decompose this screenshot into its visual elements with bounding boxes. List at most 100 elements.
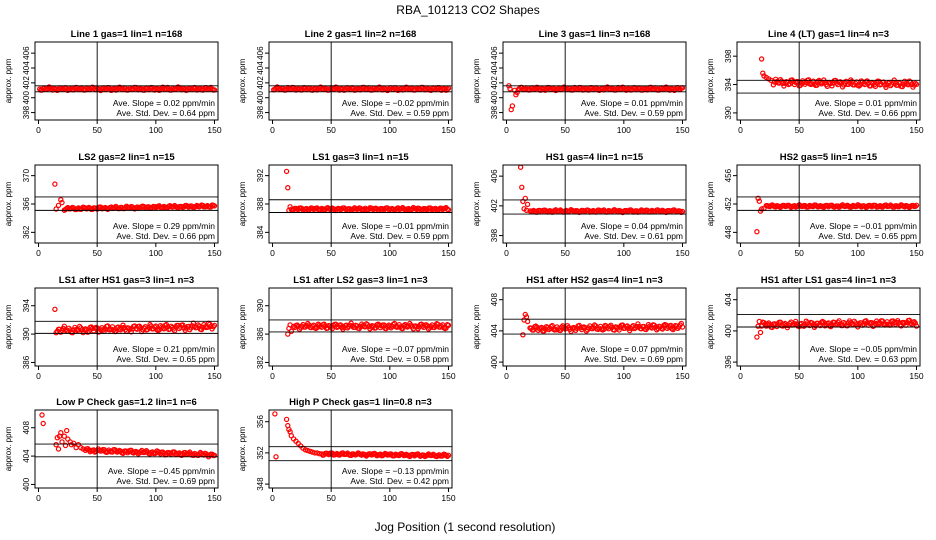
y-tick-label: 406 [256, 46, 265, 60]
x-tick-label: 0 [738, 371, 743, 381]
data-point [211, 452, 218, 459]
plot-frame [34, 409, 219, 489]
panel-11: HS1 after HS2 gas=4 lin=1 n=3 0 50 100 150 40… [472, 275, 690, 381]
data-point [758, 206, 765, 212]
y-tick-label: 408 [490, 292, 499, 306]
slope-annotation: Ave. Slope = −0.07 ppm/min [342, 344, 449, 354]
x-tick-label: 0 [36, 371, 41, 381]
data-point [897, 203, 903, 209]
y-tick-label: 362 [22, 225, 31, 239]
data-point [348, 320, 354, 326]
y-axis-label: approx. ppm [4, 181, 13, 226]
panel-6: LS1 gas=3 lin=1 n=15 0 50 100 150 384 388 392 ap… [238, 152, 456, 258]
data-point [58, 430, 64, 436]
y-tick-label: 404 [256, 61, 265, 75]
data-point [354, 451, 360, 457]
x-tick-label: 50 [326, 371, 336, 381]
x-tick-label: 50 [92, 248, 102, 258]
figure-title: RBA_101213 CO2 Shapes [396, 3, 539, 17]
x-tick-label: 50 [560, 371, 570, 381]
y-axis-label: approx. ppm [472, 304, 481, 349]
plot-frame [34, 41, 219, 121]
data-point [52, 181, 58, 187]
x-tick-label: 50 [92, 371, 102, 381]
plot-frame [268, 287, 453, 367]
y-tick-label: 390 [724, 106, 733, 120]
x-tick-label: 100 [149, 248, 163, 258]
panel-10: LS1 after LS2 gas=3 lin=1 n=3 0 50 100 150 38… [238, 275, 456, 381]
data-point [294, 322, 300, 328]
panel-title: Line 1 gas=1 lin=1 n=168 [71, 29, 183, 40]
data-point [59, 199, 65, 206]
x-tick-label: 100 [617, 371, 631, 381]
panel-title: LS2 gas=2 lin=1 n=15 [78, 152, 175, 163]
data-point [913, 323, 920, 329]
x-tick-label: 150 [207, 493, 221, 503]
data-point [519, 184, 525, 190]
data-point [288, 328, 294, 334]
data-point [764, 321, 771, 327]
y-tick-label: 386 [22, 355, 31, 369]
y-tick-label: 398 [724, 49, 733, 63]
x-tick-label: 150 [909, 125, 923, 135]
panel-title: LS1 gas=3 lin=1 n=15 [312, 152, 409, 163]
x-tick-label: 100 [617, 248, 631, 258]
std-dev-annotation: Ave. Std. Dev. = 0.69 ppm [116, 476, 215, 486]
panel-title: Line 3 gas=1 lin=3 n=168 [539, 29, 651, 40]
y-tick-label: 394 [22, 299, 31, 313]
data-point [507, 86, 513, 92]
x-tick-label: 50 [560, 248, 570, 258]
y-axis-label: approx. ppm [706, 304, 715, 349]
y-tick-label: 406 [22, 46, 31, 60]
y-tick-label: 400 [256, 90, 265, 104]
x-tick-label: 100 [851, 248, 865, 258]
plot-frame [268, 41, 453, 121]
y-tick-label: 400 [22, 477, 31, 491]
y-tick-label: 408 [22, 421, 31, 435]
x-tick-label: 100 [383, 248, 397, 258]
data-points [52, 306, 218, 336]
data-point [53, 442, 59, 448]
y-tick-label: 366 [22, 197, 31, 211]
slope-annotation: Ave. Slope = −0.01 ppm/min [810, 221, 917, 231]
data-point [128, 329, 134, 335]
data-point [781, 83, 787, 89]
y-axis-label: approx. ppm [4, 58, 13, 103]
panel-7: HS1 gas=4 lin=1 n=15 0 50 100 150 398 402 406 ap… [472, 152, 690, 258]
data-point [522, 195, 529, 202]
slope-annotation: Ave. Slope = 0.02 ppm/min [113, 98, 215, 108]
data-point [211, 203, 218, 209]
data-point [523, 207, 530, 213]
std-dev-annotation: Ave. Std. Dev. = 0.63 ppm [818, 354, 917, 364]
y-axis-label: approx. ppm [472, 58, 481, 103]
x-tick-label: 100 [149, 371, 163, 381]
data-points [283, 168, 452, 214]
panel-title: HS1 after LS1 gas=4 lin=1 n=3 [761, 275, 896, 286]
x-tick-label: 50 [794, 125, 804, 135]
data-point [445, 207, 452, 213]
y-tick-label: 384 [256, 225, 265, 239]
panel-title: Line 4 (LT) gas=1 lin=4 n=3 [768, 29, 889, 40]
data-point [520, 332, 526, 338]
slope-annotation: Ave. Slope = −0.02 ppm/min [342, 98, 449, 108]
plot-frame [736, 287, 921, 367]
data-point [509, 103, 516, 109]
slope-annotation: Ave. Slope = −0.05 ppm/min [810, 344, 917, 354]
data-point [755, 195, 761, 201]
std-dev-annotation: Ave. Std. Dev. = 0.69 ppm [584, 354, 683, 364]
x-tick-label: 0 [504, 371, 509, 381]
slope-annotation: Ave. Slope = 0.07 ppm/min [581, 344, 683, 354]
x-tick-label: 0 [270, 493, 275, 503]
x-tick-label: 0 [504, 248, 509, 258]
y-tick-label: 402 [490, 199, 499, 213]
y-tick-label: 398 [256, 105, 265, 119]
x-tick-label: 150 [441, 371, 455, 381]
std-dev-annotation: Ave. Std. Dev. = 0.65 ppm [116, 354, 215, 364]
y-tick-label: 390 [256, 299, 265, 313]
slope-annotation: Ave. Slope = 0.29 ppm/min [113, 221, 215, 231]
data-point [829, 83, 835, 89]
y-tick-label: 388 [256, 197, 265, 211]
y-tick-label: 404 [490, 324, 499, 338]
x-tick-label: 100 [617, 125, 631, 135]
